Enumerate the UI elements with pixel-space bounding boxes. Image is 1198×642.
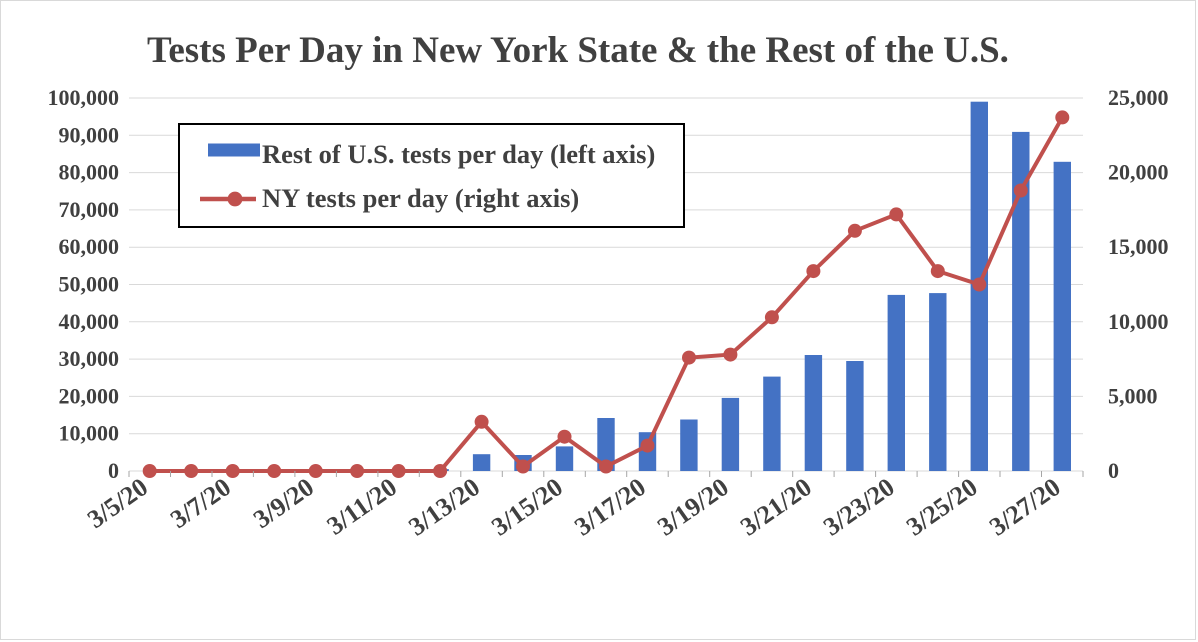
svg-text:50,000: 50,000 <box>59 272 120 297</box>
svg-text:3/25/20: 3/25/20 <box>901 472 983 541</box>
svg-text:30,000: 30,000 <box>59 346 120 371</box>
svg-text:3/7/20: 3/7/20 <box>165 472 236 534</box>
svg-text:Rest of U.S. tests per day (le: Rest of U.S. tests per day (left axis) <box>262 139 655 169</box>
svg-text:3/13/20: 3/13/20 <box>403 472 485 541</box>
svg-text:90,000: 90,000 <box>59 122 120 147</box>
svg-text:3/23/20: 3/23/20 <box>818 472 900 541</box>
svg-text:10,000: 10,000 <box>59 421 120 446</box>
svg-text:15,000: 15,000 <box>1108 234 1169 259</box>
svg-text:25,000: 25,000 <box>1108 85 1169 110</box>
svg-text:3/11/20: 3/11/20 <box>322 472 403 541</box>
svg-text:3/17/20: 3/17/20 <box>569 472 651 541</box>
svg-text:10,000: 10,000 <box>1108 309 1169 334</box>
svg-text:0: 0 <box>1108 458 1119 483</box>
svg-text:0: 0 <box>108 458 119 483</box>
svg-text:60,000: 60,000 <box>59 234 120 259</box>
svg-text:3/9/20: 3/9/20 <box>248 472 319 534</box>
svg-text:NY tests per day (right axis): NY tests per day (right axis) <box>262 183 579 213</box>
svg-text:80,000: 80,000 <box>59 160 120 185</box>
svg-text:100,000: 100,000 <box>48 85 120 110</box>
svg-text:3/15/20: 3/15/20 <box>486 472 568 541</box>
svg-text:70,000: 70,000 <box>59 197 120 222</box>
svg-text:20,000: 20,000 <box>1108 160 1169 185</box>
svg-text:5,000: 5,000 <box>1108 383 1158 408</box>
svg-text:40,000: 40,000 <box>59 309 120 334</box>
svg-text:20,000: 20,000 <box>59 383 120 408</box>
svg-text:3/27/20: 3/27/20 <box>984 472 1066 541</box>
svg-text:3/21/20: 3/21/20 <box>735 472 817 541</box>
svg-text:3/19/20: 3/19/20 <box>652 472 734 541</box>
